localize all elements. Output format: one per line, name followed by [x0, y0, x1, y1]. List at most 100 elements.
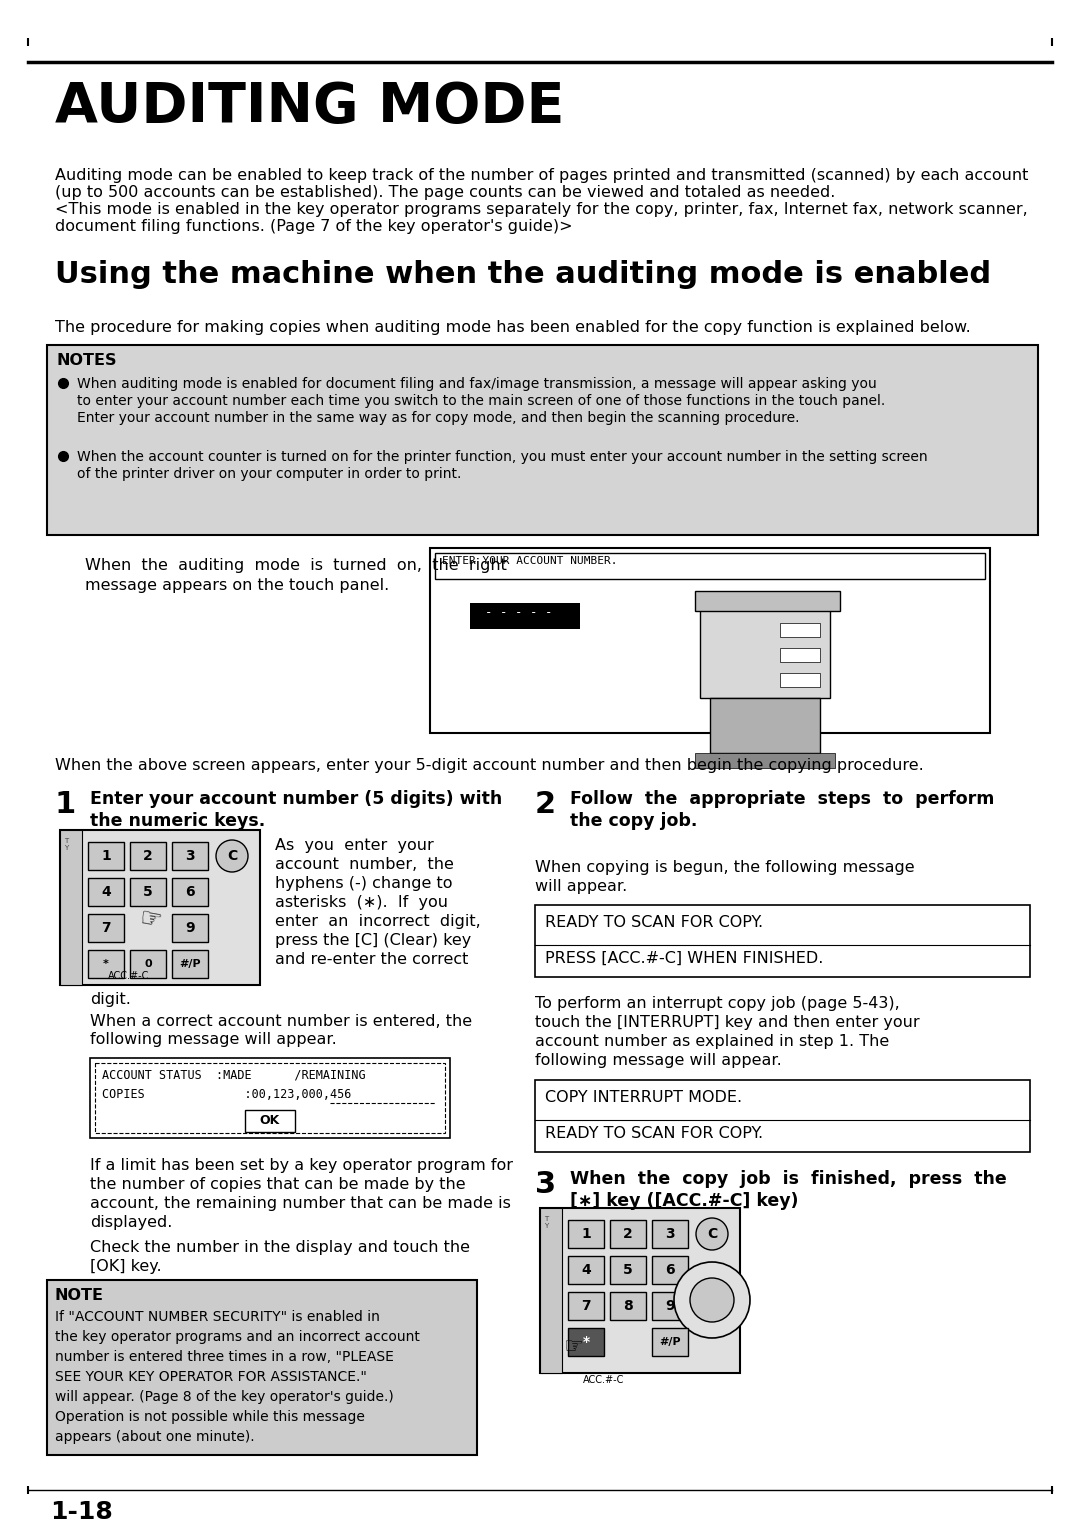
- Text: Using the machine when the auditing mode is enabled: Using the machine when the auditing mode…: [55, 260, 991, 289]
- Text: Follow  the  appropriate  steps  to  perform: Follow the appropriate steps to perform: [570, 789, 995, 808]
- Bar: [172, 951, 208, 978]
- Bar: [652, 1256, 688, 1284]
- Bar: [568, 1328, 604, 1357]
- Bar: [610, 1220, 646, 1249]
- Text: 3: 3: [535, 1170, 556, 1199]
- Text: PRESS [ACC.#-C] WHEN FINISHED.: PRESS [ACC.#-C] WHEN FINISHED.: [545, 951, 823, 966]
- Text: AUDITING MODE: AUDITING MODE: [55, 81, 565, 134]
- Text: displayed.: displayed.: [90, 1215, 173, 1230]
- Text: 6: 6: [185, 885, 194, 899]
- Text: - - - - -: - - - - -: [485, 605, 553, 619]
- Text: hyphens (-) change to: hyphens (-) change to: [275, 876, 453, 891]
- Text: To perform an interrupt copy job (page 5-43),: To perform an interrupt copy job (page 5…: [535, 996, 900, 1011]
- Bar: [710, 698, 820, 753]
- Text: #/P: #/P: [659, 1337, 680, 1348]
- Text: C: C: [707, 1227, 717, 1241]
- Bar: [568, 1291, 604, 1320]
- Bar: [87, 843, 124, 870]
- Bar: [130, 878, 166, 907]
- Bar: [540, 1208, 562, 1373]
- Bar: [48, 1281, 477, 1456]
- Bar: [90, 1059, 450, 1138]
- Text: of the printer driver on your computer in order to print.: of the printer driver on your computer i…: [77, 467, 461, 481]
- Bar: [780, 648, 820, 662]
- Text: T
Y: T Y: [64, 838, 68, 852]
- Text: READY TO SCAN FOR COPY.: READY TO SCAN FOR COPY.: [545, 916, 764, 929]
- Text: COPY INTERRUPT MODE.: COPY INTERRUPT MODE.: [545, 1091, 742, 1104]
- Bar: [652, 1328, 688, 1357]
- Bar: [568, 1220, 604, 1249]
- Bar: [470, 602, 580, 630]
- Text: If a limit has been set by a key operator program for: If a limit has been set by a key operato…: [90, 1157, 513, 1173]
- Text: Auditing mode can be enabled to keep track of the number of pages printed and tr: Auditing mode can be enabled to keep tra…: [55, 167, 1028, 183]
- Text: enter  an  incorrect  digit,: enter an incorrect digit,: [275, 914, 481, 929]
- Text: When a correct account number is entered, the: When a correct account number is entered…: [90, 1015, 472, 1030]
- Bar: [696, 753, 835, 768]
- Text: 4: 4: [102, 885, 111, 899]
- Text: READY TO SCAN FOR COPY.: READY TO SCAN FOR COPY.: [545, 1126, 764, 1141]
- Circle shape: [674, 1262, 750, 1338]
- Bar: [610, 1291, 646, 1320]
- Text: 4: 4: [581, 1262, 591, 1278]
- Text: account, the remaining number that can be made is: account, the remaining number that can b…: [90, 1196, 511, 1211]
- Text: As  you  enter  your: As you enter your: [275, 838, 434, 853]
- Bar: [700, 602, 831, 698]
- Bar: [540, 1208, 740, 1373]
- Text: digit.: digit.: [90, 992, 131, 1007]
- Text: ENTER YOUR ACCOUNT NUMBER.: ENTER YOUR ACCOUNT NUMBER.: [442, 557, 618, 566]
- Text: When  the  copy  job  is  finished,  press  the: When the copy job is finished, press the: [570, 1170, 1007, 1188]
- Text: C: C: [227, 849, 238, 862]
- Text: 1: 1: [102, 849, 111, 862]
- Text: COPIES              :00,123,000,456: COPIES :00,123,000,456: [102, 1088, 351, 1101]
- Text: will appear.: will appear.: [535, 879, 627, 894]
- Text: 3: 3: [185, 849, 194, 862]
- Bar: [130, 843, 166, 870]
- Text: 3: 3: [665, 1227, 675, 1241]
- Text: NOTES: NOTES: [57, 353, 118, 368]
- Text: T
Y: T Y: [544, 1215, 549, 1229]
- Text: 5: 5: [144, 885, 153, 899]
- Text: the copy job.: the copy job.: [570, 812, 698, 830]
- Text: to enter your account number each time you switch to the main screen of one of t: to enter your account number each time y…: [77, 394, 886, 408]
- Text: following message will appear.: following message will appear.: [535, 1053, 782, 1068]
- Bar: [535, 1080, 1030, 1151]
- Text: 1: 1: [55, 789, 77, 818]
- Text: 9: 9: [185, 922, 194, 935]
- Text: the numeric keys.: the numeric keys.: [90, 812, 266, 830]
- Text: If "ACCOUNT NUMBER SECURITY" is enabled in: If "ACCOUNT NUMBER SECURITY" is enabled …: [55, 1310, 380, 1323]
- Text: 5: 5: [623, 1262, 633, 1278]
- Text: press the [C] (Clear) key: press the [C] (Clear) key: [275, 932, 471, 948]
- Text: 7: 7: [581, 1299, 591, 1313]
- Bar: [87, 878, 124, 907]
- Text: 2: 2: [623, 1227, 633, 1241]
- Text: *: *: [103, 960, 109, 969]
- Text: *: *: [582, 1335, 590, 1349]
- Bar: [780, 624, 820, 637]
- Bar: [610, 1256, 646, 1284]
- Bar: [568, 1256, 604, 1284]
- Text: [OK] key.: [OK] key.: [90, 1259, 162, 1275]
- Text: document filing functions. (Page 7 of the key operator's guide)>: document filing functions. (Page 7 of th…: [55, 219, 572, 234]
- Bar: [60, 830, 260, 986]
- Text: ☞: ☞: [138, 907, 164, 934]
- Text: When  the  auditing  mode  is  turned  on,  the  right: When the auditing mode is turned on, the…: [85, 558, 507, 573]
- Text: will appear. (Page 8 of the key operator's guide.): will appear. (Page 8 of the key operator…: [55, 1390, 394, 1404]
- Text: SEE YOUR KEY OPERATOR FOR ASSISTANCE.": SEE YOUR KEY OPERATOR FOR ASSISTANCE.": [55, 1370, 367, 1384]
- Text: 2: 2: [535, 789, 556, 818]
- Bar: [172, 843, 208, 870]
- Bar: [652, 1220, 688, 1249]
- Circle shape: [696, 1218, 728, 1250]
- Circle shape: [216, 840, 248, 872]
- Text: message appears on the touch panel.: message appears on the touch panel.: [85, 578, 389, 593]
- Text: The procedure for making copies when auditing mode has been enabled for the copy: The procedure for making copies when aud…: [55, 319, 971, 335]
- Text: NOTE: NOTE: [55, 1288, 104, 1303]
- Bar: [535, 905, 1030, 976]
- Text: ACCOUNT STATUS  :MADE      /REMAINING: ACCOUNT STATUS :MADE /REMAINING: [102, 1068, 366, 1081]
- Text: [∗] key ([ACC.#-C] key): [∗] key ([ACC.#-C] key): [570, 1192, 798, 1211]
- Bar: [430, 548, 990, 733]
- Text: 1-18: 1-18: [50, 1500, 112, 1521]
- Text: OK: OK: [260, 1115, 280, 1127]
- Bar: [60, 830, 82, 986]
- Text: ACC.#-C: ACC.#-C: [108, 970, 149, 981]
- Bar: [245, 1110, 295, 1132]
